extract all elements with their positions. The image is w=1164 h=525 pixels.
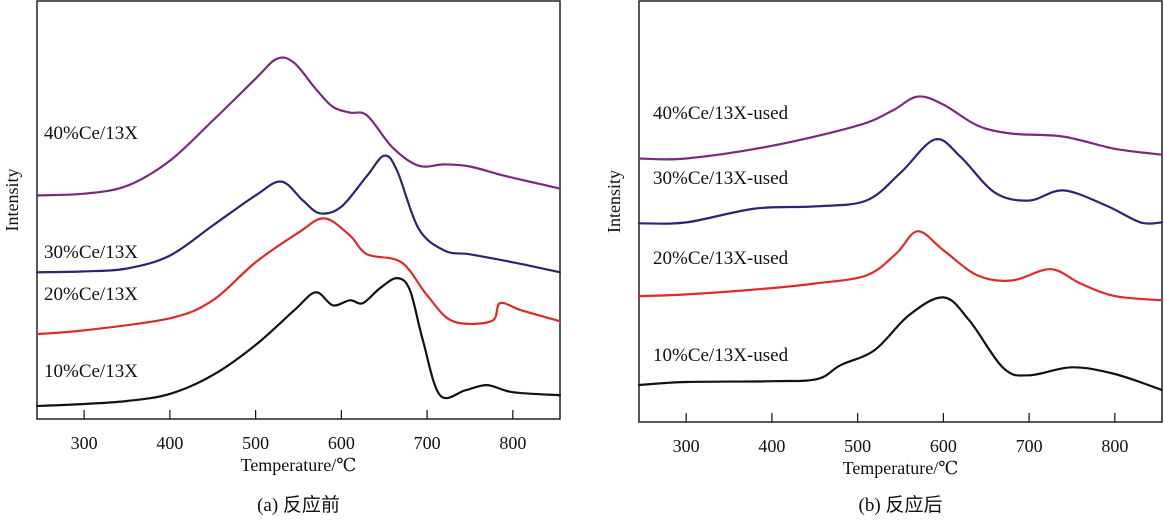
y-axis-title: Intensity bbox=[2, 169, 22, 232]
panel-b: 300 400 500 600 700 800 Temperature/℃ Intensity… bbox=[604, 0, 1164, 516]
plot-frame bbox=[638, 0, 1163, 423]
panel-caption: (a) 反应前 bbox=[257, 494, 340, 516]
series-line-10-ce-13x bbox=[35, 277, 562, 408]
x-tick-label: 300 bbox=[673, 436, 700, 456]
x-axis-title: Temperature/℃ bbox=[241, 455, 357, 475]
x-tick-label: 500 bbox=[844, 436, 871, 456]
series-line-30-ce-13x-used bbox=[637, 138, 1164, 225]
x-tick-label: 400 bbox=[758, 436, 785, 456]
series-line-40-ce-13x bbox=[35, 56, 562, 197]
series-label: 40%Ce/13X bbox=[44, 123, 138, 144]
series-label: 30%Ce/13X bbox=[44, 242, 138, 263]
x-tick-label: 600 bbox=[930, 436, 957, 456]
x-axis-title: Temperature/℃ bbox=[843, 458, 959, 478]
series-line-10-ce-13x-used bbox=[637, 296, 1164, 392]
x-tick-label: 400 bbox=[156, 433, 183, 453]
x-tick-label: 600 bbox=[328, 433, 355, 453]
panel-caption: (b) 反应后 bbox=[859, 494, 943, 516]
series-line-20-ce-13x bbox=[35, 217, 562, 336]
x-tick-label: 800 bbox=[499, 433, 526, 453]
series-label: 10%Ce/13X-used bbox=[653, 345, 789, 366]
x-tick-label: 300 bbox=[71, 433, 98, 453]
series-label: 30%Ce/13X-used bbox=[653, 168, 789, 189]
x-tick-label: 700 bbox=[1016, 436, 1043, 456]
x-tick-label: 500 bbox=[242, 433, 269, 453]
series-label: 10%Ce/13X bbox=[44, 361, 138, 382]
series-line-30-ce-13x bbox=[35, 154, 562, 274]
x-tick-label: 800 bbox=[1101, 436, 1128, 456]
series-label: 20%Ce/13X bbox=[44, 284, 138, 305]
x-tick-label: 700 bbox=[414, 433, 441, 453]
plot-frame bbox=[36, 0, 561, 420]
series-line-40-ce-13x-used bbox=[637, 95, 1164, 161]
y-axis-title: Intensity bbox=[604, 170, 624, 233]
series-label: 20%Ce/13X-used bbox=[653, 248, 789, 269]
series-label: 40%Ce/13X-used bbox=[653, 103, 789, 124]
panel-a: 300 400 500 600 700 800 Temperature/℃ Intensity… bbox=[2, 0, 562, 516]
series-line-20-ce-13x-used bbox=[637, 230, 1164, 302]
